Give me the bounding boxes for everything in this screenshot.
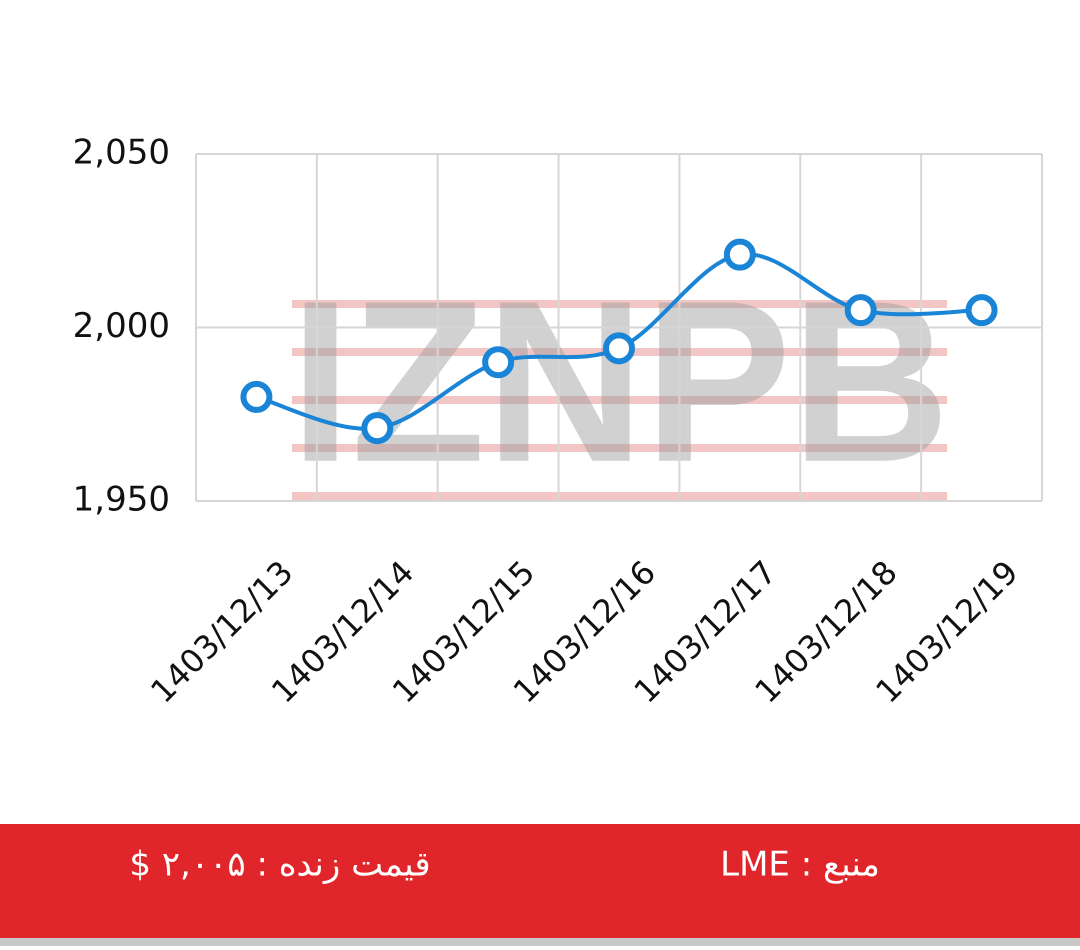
point <box>240 380 273 413</box>
point <box>844 294 877 327</box>
footer-shadow <box>0 938 1080 946</box>
point <box>723 238 756 271</box>
y-tick-label: 2,050 <box>73 133 170 173</box>
watermark: IZNPB <box>290 253 950 510</box>
point <box>603 332 635 365</box>
watermark-stripe <box>292 300 947 308</box>
watermark-stripe <box>292 492 947 500</box>
point <box>482 346 515 379</box>
point <box>965 294 998 327</box>
watermark-stripe <box>292 444 947 452</box>
point <box>361 412 394 445</box>
footer-bar <box>0 824 1080 938</box>
source: منبع : LME <box>720 845 880 885</box>
watermark-stripe <box>292 396 947 404</box>
y-tick-label: 1,950 <box>73 480 170 520</box>
live-price: قیمت زنده : ۲,۰۰۵ $ <box>129 845 430 885</box>
y-tick-label: 2,000 <box>73 306 170 346</box>
